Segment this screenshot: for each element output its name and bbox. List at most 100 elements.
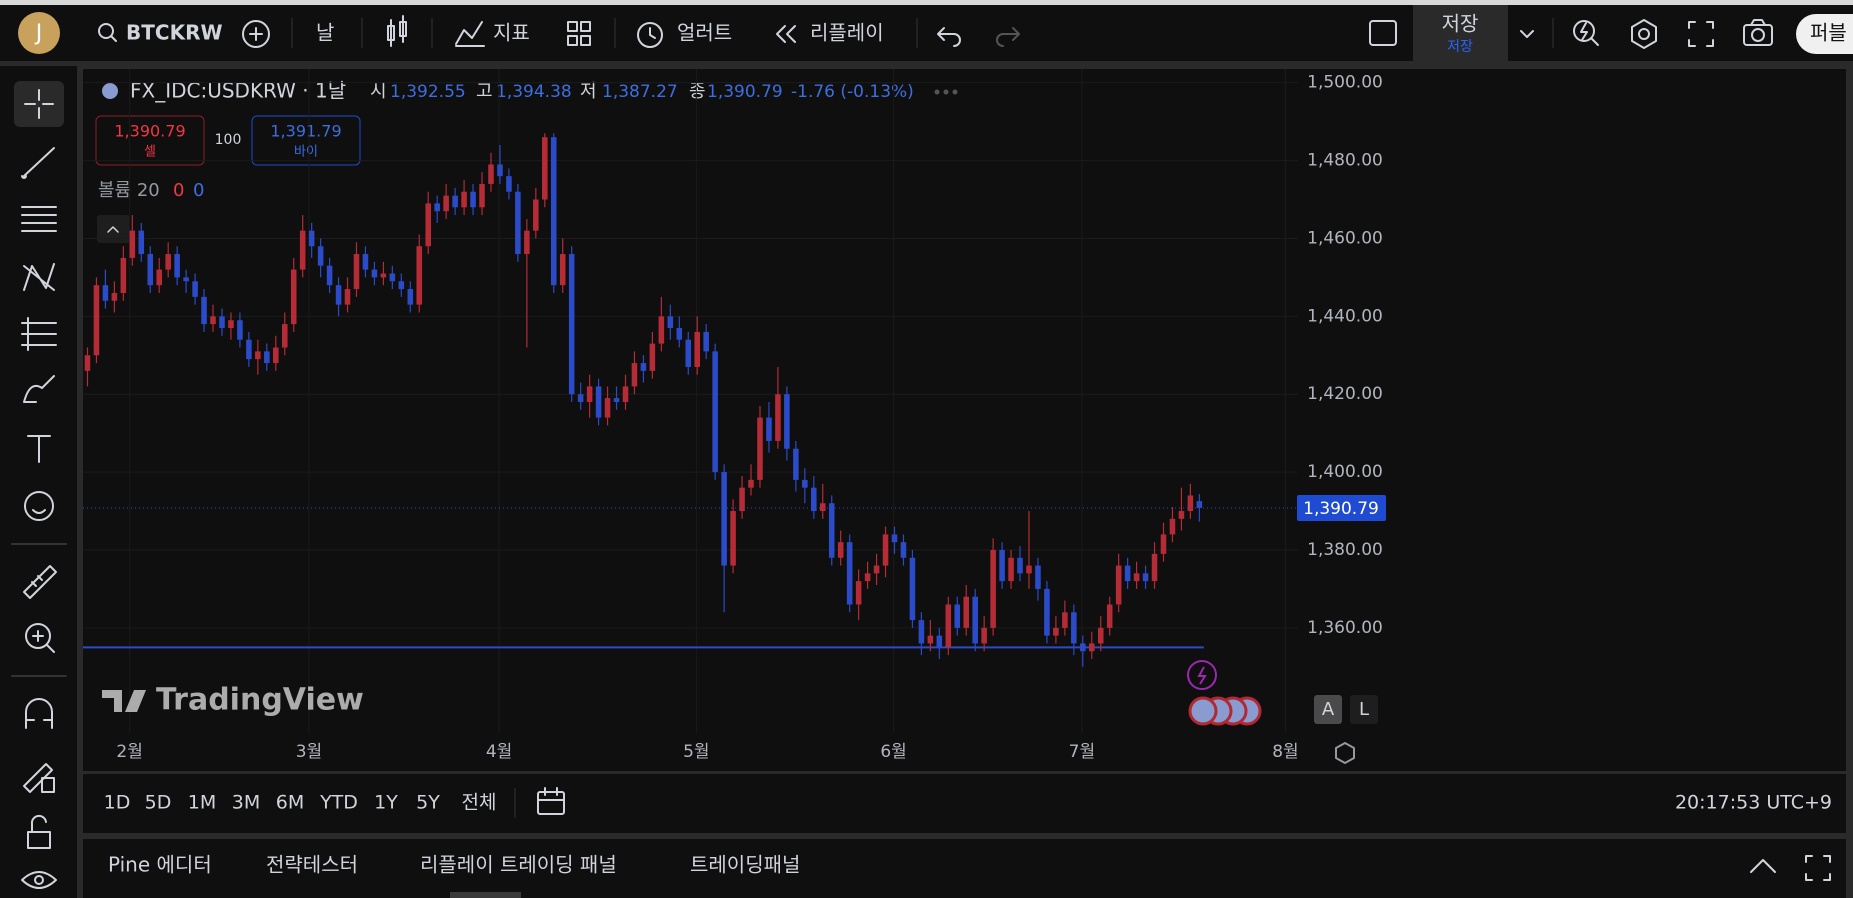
quantity[interactable]: 100 (215, 132, 242, 148)
add-icon[interactable] (242, 20, 270, 48)
volume-label[interactable]: 볼륨 20 (98, 180, 160, 201)
candle-body (1169, 518, 1176, 535)
date-range-icon[interactable] (537, 787, 565, 815)
candle-body (784, 394, 790, 449)
fullscreen-icon[interactable] (1688, 21, 1714, 47)
candle-body (281, 324, 288, 348)
candle-body (1062, 612, 1068, 628)
active-tool[interactable] (14, 81, 64, 127)
trendline-tool[interactable] (21, 147, 55, 179)
alert[interactable]: 얼러트 (677, 21, 732, 45)
auto-scale-button[interactable] (1314, 695, 1342, 724)
panel-tab[interactable]: Pine 에디터 (108, 853, 212, 877)
high-label: 고 (476, 81, 493, 102)
legend-title[interactable]: FX_IDC:USDKRW · 1날 (130, 79, 346, 103)
event-icon[interactable] (1187, 660, 1217, 690)
save-button[interactable] (1413, 5, 1508, 61)
candle-body (273, 347, 279, 364)
candle-body (945, 604, 952, 648)
sell-price: 1,390.79 (114, 122, 185, 141)
candle-body (398, 281, 405, 290)
panel-tab[interactable]: 트레이딩패널 (690, 853, 800, 877)
candle-body (631, 363, 638, 387)
range-button[interactable]: 전체 (462, 792, 497, 814)
economic-events[interactable] (1188, 696, 1262, 726)
candle-body (694, 331, 701, 367)
publish-button[interactable] (1796, 14, 1853, 54)
symbol[interactable]: BTCKRW (126, 21, 223, 45)
interval[interactable]: 날 (316, 21, 334, 45)
pattern-tool[interactable] (23, 263, 55, 291)
legend-more[interactable] (934, 89, 958, 95)
candle-icon[interactable] (387, 15, 407, 47)
avatar[interactable] (18, 12, 60, 54)
panel-tab[interactable]: 리플레이 트레이딩 패널 (420, 853, 617, 877)
replay[interactable]: 리플레이 (810, 21, 884, 45)
alert-icon[interactable] (637, 22, 663, 48)
ruler-tool[interactable] (23, 565, 57, 599)
change-value: -1.76 (-0.13%) (791, 82, 914, 102)
text-tool[interactable] (27, 435, 51, 463)
clock[interactable]: 20:17:53 UTC+9 (1675, 792, 1832, 814)
buy-button[interactable] (251, 115, 361, 166)
indicators[interactable]: 지표 (493, 21, 530, 45)
indicator-icon[interactable] (455, 21, 485, 47)
undo-icon[interactable] (937, 27, 961, 47)
range-button[interactable]: YTD (319, 792, 358, 814)
panel-tab[interactable]: 전략테스터 (266, 853, 358, 877)
candle-body (147, 254, 154, 286)
log-scale-button[interactable] (1350, 695, 1378, 724)
camera-icon[interactable] (1743, 19, 1773, 46)
range-buttons: 1D 5D 1M 3M 6M YTD 1Y 5Y 전체 (104, 792, 497, 814)
panel-expand[interactable] (1750, 859, 1776, 873)
panel-maximize[interactable] (1805, 855, 1831, 881)
x-tick-label: 4월 (486, 742, 512, 762)
low-value: 1,387.27 (602, 82, 678, 102)
candle-body (1151, 553, 1158, 582)
unlock-tool[interactable] (27, 814, 51, 849)
layout-icon[interactable] (567, 21, 591, 46)
y-tick-label: 1,420.00 (1307, 384, 1383, 404)
lock-draw-tool[interactable] (23, 763, 55, 793)
range-button[interactable]: 1M (188, 792, 216, 814)
eye-tool[interactable] (21, 871, 57, 889)
candle-body (93, 285, 100, 356)
collapse-button[interactable] (97, 215, 130, 243)
candle-body (721, 472, 727, 566)
forecast-tool[interactable] (21, 317, 57, 351)
sell-button[interactable] (95, 115, 205, 166)
range-button[interactable]: 5Y (416, 792, 440, 814)
zoom-tool[interactable] (25, 623, 51, 649)
candle-body (317, 246, 324, 266)
settings-icon[interactable] (1631, 19, 1657, 49)
search-icon[interactable] (98, 23, 117, 42)
range-button[interactable]: 5D (145, 792, 172, 814)
range-button[interactable]: 1D (104, 792, 131, 814)
axis-settings[interactable] (1335, 742, 1355, 764)
magnet-tool[interactable] (25, 698, 53, 729)
fib-tool[interactable] (21, 206, 57, 232)
brush-tool[interactable] (23, 375, 55, 403)
chart-panel (83, 69, 1846, 771)
candle-body (165, 254, 171, 270)
range-button[interactable]: 3M (232, 792, 260, 814)
candle-body (299, 230, 306, 270)
candle-body (84, 355, 91, 371)
emoji-tool[interactable] (24, 491, 54, 521)
quick-search-icon[interactable] (1573, 20, 1599, 46)
redo-icon[interactable] (996, 27, 1020, 47)
replay-icon[interactable] (776, 25, 796, 43)
candle-body (290, 269, 297, 325)
candle-body (470, 191, 476, 208)
range-button[interactable]: 1Y (374, 792, 398, 814)
candle-body (308, 230, 315, 247)
scroll-handle[interactable] (450, 892, 521, 898)
range-button[interactable]: 6M (276, 792, 304, 814)
save-menu[interactable] (1520, 30, 1534, 38)
crosshair-tool[interactable] (24, 89, 54, 119)
layout-square[interactable] (1369, 20, 1397, 46)
candle-body (802, 479, 808, 488)
candle-body (667, 316, 674, 329)
close-label: 종 (689, 81, 706, 102)
